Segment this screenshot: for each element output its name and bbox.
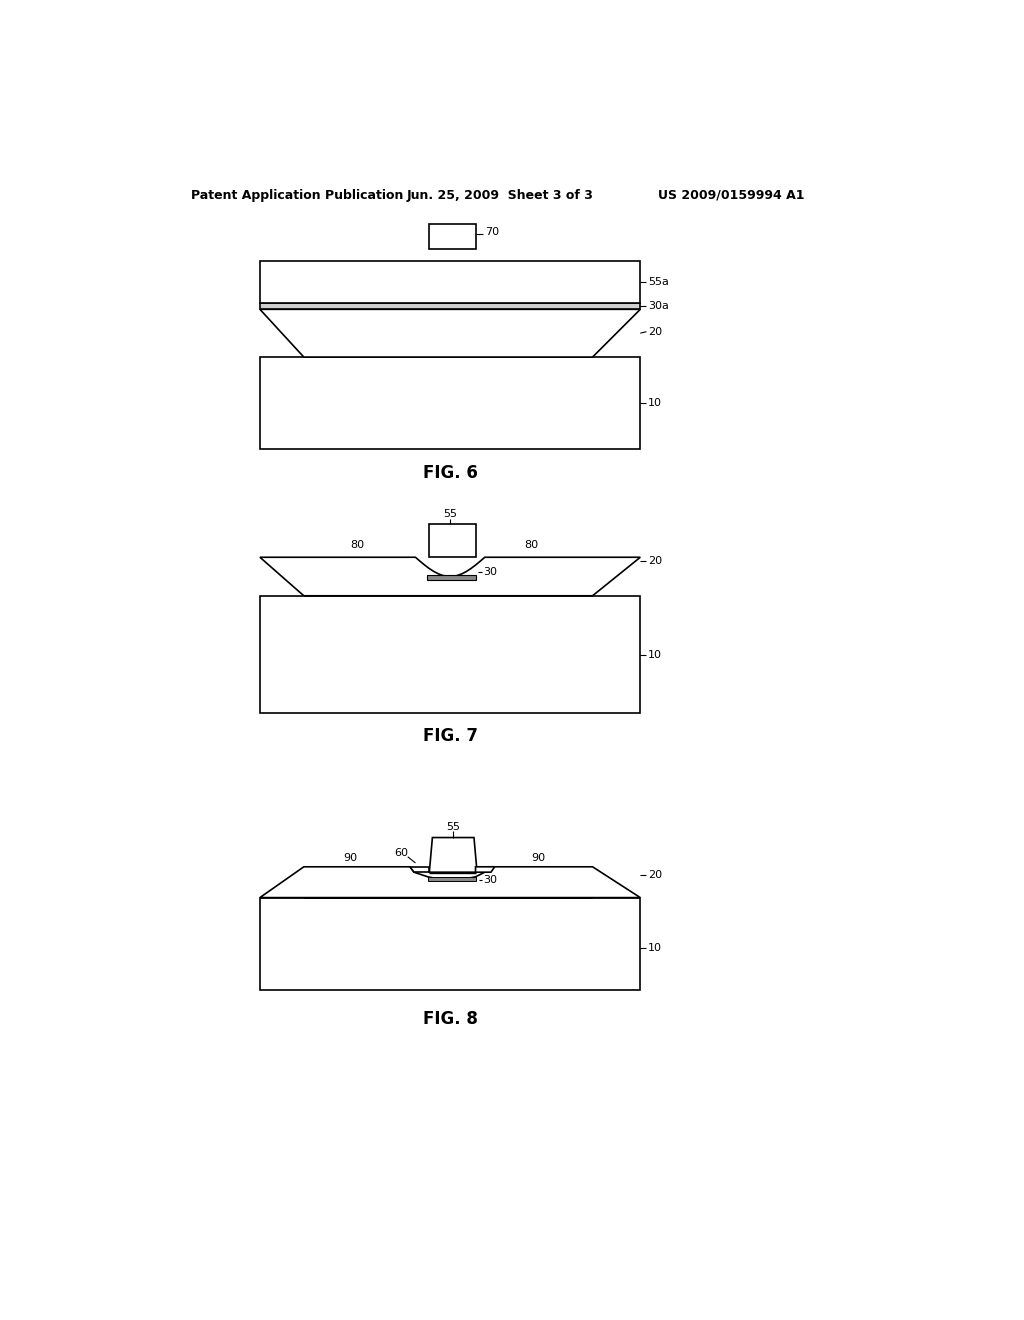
Text: 10: 10 bbox=[648, 942, 662, 953]
Text: 80: 80 bbox=[350, 540, 365, 550]
Text: US 2009/0159994 A1: US 2009/0159994 A1 bbox=[658, 189, 805, 202]
Text: 30: 30 bbox=[483, 875, 498, 884]
Bar bbox=[260, 304, 640, 309]
Bar bbox=[428, 876, 475, 880]
Text: 10: 10 bbox=[648, 399, 662, 408]
Bar bbox=[427, 576, 475, 579]
Polygon shape bbox=[260, 557, 640, 595]
Text: 60: 60 bbox=[394, 847, 409, 858]
Polygon shape bbox=[410, 867, 429, 873]
Text: Patent Application Publication: Patent Application Publication bbox=[190, 189, 403, 202]
Polygon shape bbox=[260, 867, 640, 898]
Text: FIG. 8: FIG. 8 bbox=[423, 1010, 477, 1028]
Text: 55: 55 bbox=[446, 822, 460, 832]
Text: 20: 20 bbox=[648, 870, 663, 879]
Bar bbox=[260, 261, 640, 304]
Polygon shape bbox=[260, 309, 640, 358]
Text: 55: 55 bbox=[443, 510, 457, 519]
Polygon shape bbox=[475, 867, 495, 873]
Text: 30a: 30a bbox=[648, 301, 669, 312]
Text: FIG. 6: FIG. 6 bbox=[423, 463, 477, 482]
Text: Jun. 25, 2009  Sheet 3 of 3: Jun. 25, 2009 Sheet 3 of 3 bbox=[407, 189, 593, 202]
Bar bbox=[260, 595, 640, 713]
Text: 80: 80 bbox=[524, 540, 538, 550]
Bar bbox=[260, 898, 640, 990]
Text: 55a: 55a bbox=[648, 277, 669, 286]
Text: 30: 30 bbox=[483, 566, 498, 577]
Polygon shape bbox=[429, 838, 477, 873]
Text: 90: 90 bbox=[531, 853, 546, 862]
Text: 70: 70 bbox=[484, 227, 499, 236]
Text: 10: 10 bbox=[648, 649, 662, 660]
Text: 90: 90 bbox=[343, 853, 357, 862]
Bar bbox=[429, 224, 475, 249]
Text: 20: 20 bbox=[648, 556, 663, 566]
Bar bbox=[260, 358, 640, 449]
Bar bbox=[429, 524, 475, 557]
Text: 20: 20 bbox=[648, 326, 663, 337]
Text: FIG. 7: FIG. 7 bbox=[423, 727, 477, 744]
